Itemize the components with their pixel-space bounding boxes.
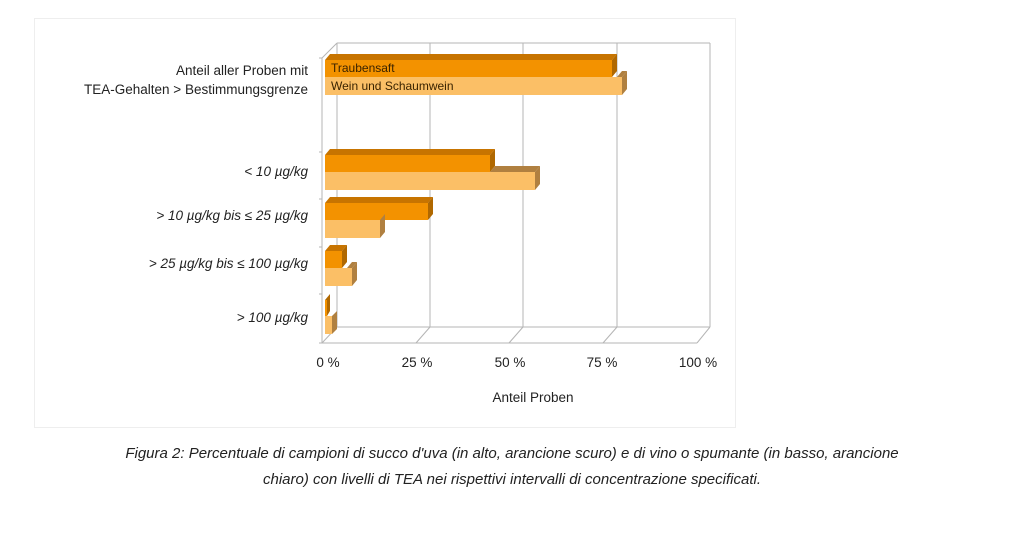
caption-line-1: Figura 2: Percentuale di campioni di suc… [125,445,899,462]
bar-traubensaft-lt10 [325,155,490,172]
bar-wein-10-25 [325,220,380,238]
bar-wein-all [325,77,622,95]
category-label-gt100: > 100 µg/kg [236,310,308,325]
category-label-lt10: < 10 µg/kg [244,164,308,179]
x-tick-50: 50 % [494,355,526,370]
bar-traubensaft-all [325,60,612,77]
caption-line-2: chiaro) con livelli di TEA nei rispettiv… [263,471,761,488]
bar-wein-lt10 [325,172,535,190]
x-tick-75: 75 % [586,355,618,370]
category-label-all-samples-line1: Anteil aller Proben mit [175,63,308,78]
x-tick-100: 100 % [678,355,718,370]
category-label-10-25: > 10 µg/kg bis ≤ 25 µg/kg [156,208,308,223]
bar-group-all-samples [325,54,627,95]
category-label-all-samples-line2: TEA-Gehalten > Bestimmungsgrenze [84,82,308,97]
legend-traubensaft: Traubensaft [331,61,395,75]
figure-caption: Figura 2: Percentuale di campioni di suc… [0,441,1024,493]
x-tick-0: 0 % [316,355,340,370]
x-axis-label: Anteil Proben [492,390,574,405]
bar-group-gt100 [325,294,337,334]
category-label-25-100: > 25 µg/kg bis ≤ 100 µg/kg [148,256,308,271]
bar-group-10-25 [325,197,433,238]
bar-group-25-100 [325,245,357,286]
bar-wein-gt100 [325,316,332,334]
bar-wein-25-100 [325,268,352,286]
legend-wein-und-schaumwein: Wein und Schaumwein [331,79,454,93]
bar-traubensaft-gt100 [325,300,327,316]
bar-traubensaft-25-100 [325,251,342,268]
bar-traubensaft-10-25 [325,203,428,220]
x-tick-25: 25 % [401,355,433,370]
bar-group-lt10 [325,149,540,190]
